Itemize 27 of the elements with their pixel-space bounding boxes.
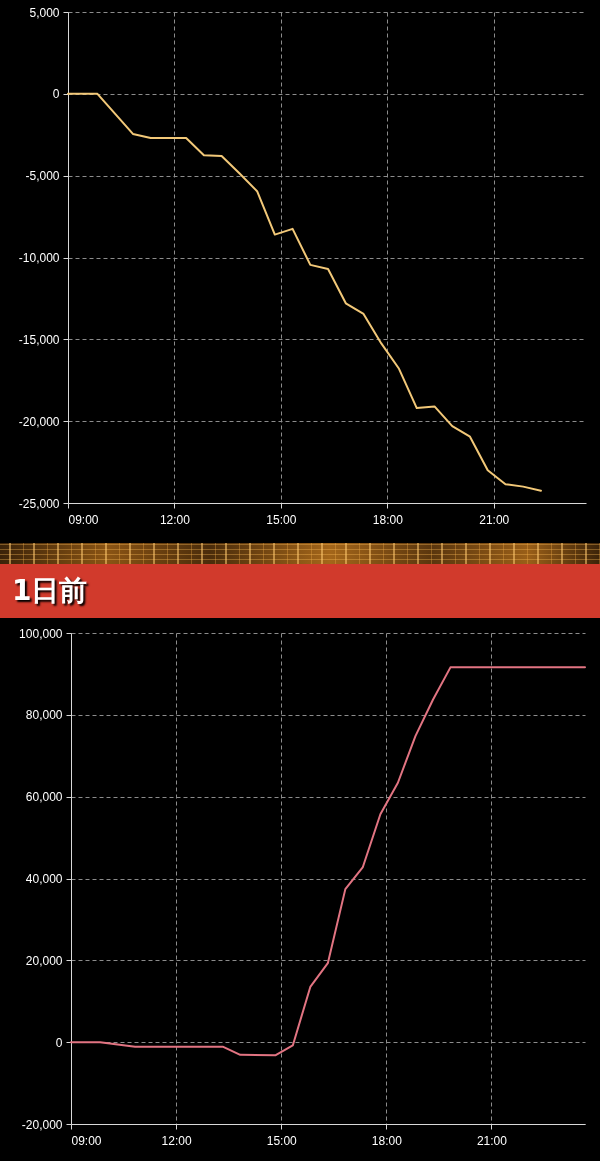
y-tick-label: -25,000 <box>18 496 60 511</box>
x-tick-label: 12:00 <box>159 512 191 527</box>
y-tick-label: 0 <box>52 87 60 102</box>
line-series <box>70 666 586 1057</box>
y-tick-label: 0 <box>55 1035 63 1050</box>
y-tick-label: 60,000 <box>25 790 63 805</box>
x-tick-label: 18:00 <box>371 1133 403 1148</box>
y-tick-label: 20,000 <box>25 953 63 968</box>
x-tick-label: 09:00 <box>71 1133 102 1148</box>
y-tick-label: 40,000 <box>25 872 63 886</box>
x-tick-label: 09:00 <box>68 512 99 527</box>
x-tick-label: 18:00 <box>372 512 404 527</box>
x-tick-label: 15:00 <box>266 1133 298 1148</box>
line-series <box>67 92 542 492</box>
x-tick-label: 12:00 <box>161 1133 192 1148</box>
y-tick-label: -20,000 <box>21 1117 63 1132</box>
y-tick-label: -15,000 <box>18 332 60 347</box>
x-tick-label: 21:00 <box>479 512 510 527</box>
y-tick-label: 100,000 <box>19 626 63 641</box>
y-tick-label: -10,000 <box>18 251 60 265</box>
y-tick-label: -5,000 <box>25 169 60 184</box>
y-tick-label: 80,000 <box>25 708 63 723</box>
y-tick-label: 5,000 <box>29 5 60 20</box>
x-tick-label: 21:00 <box>476 1133 508 1148</box>
y-tick-label: -20,000 <box>18 414 60 429</box>
x-tick-label: 15:00 <box>266 512 297 527</box>
chart-title: 1日前 <box>0 564 600 618</box>
